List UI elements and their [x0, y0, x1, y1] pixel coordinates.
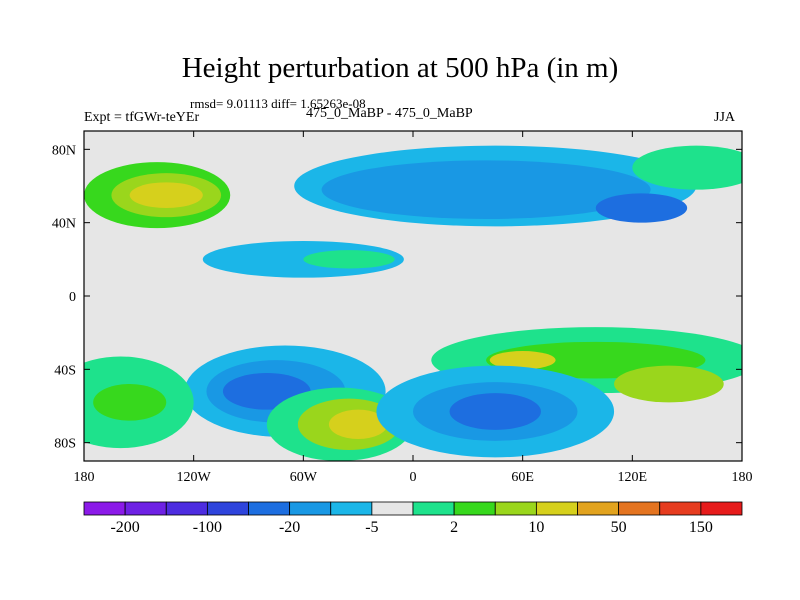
colorbar-label: 10	[528, 519, 544, 536]
season-label: JJA	[714, 110, 736, 125]
y-tick-label: 80N	[52, 143, 76, 158]
y-tick-label: 40N	[52, 217, 76, 232]
x-tick-label: 180	[732, 470, 753, 485]
colorbar-label: 150	[689, 519, 713, 536]
contour-region	[489, 351, 556, 370]
colorbar-swatch	[83, 501, 126, 516]
x-tick-label: 60E	[511, 470, 534, 485]
contour-region	[449, 393, 541, 430]
colorbar-swatch	[577, 501, 620, 516]
contour-region	[328, 409, 388, 440]
case-label: 475_0_MaBP - 475_0_MaBP	[306, 106, 473, 121]
colorbar-label: -100	[193, 519, 222, 536]
colorbar-label: 2	[450, 519, 458, 536]
colorbar-label: -20	[279, 519, 300, 536]
x-tick-label: 60W	[290, 470, 318, 485]
colorbar-swatch	[412, 501, 455, 516]
x-tick-label: 180	[74, 470, 95, 485]
colorbar-swatch	[535, 501, 578, 516]
colorbar-label: 50	[611, 519, 627, 536]
colorbar-swatch	[206, 501, 249, 516]
colorbar-swatch	[700, 501, 743, 516]
y-tick-label: 80S	[54, 437, 76, 452]
colorbar-swatch	[371, 501, 414, 516]
colorbar-swatch	[659, 501, 702, 516]
contour-region	[321, 160, 651, 220]
colorbar-swatch	[248, 501, 291, 516]
contour-region	[129, 182, 203, 209]
contour-region	[632, 145, 742, 190]
colorbar-swatch	[494, 501, 537, 516]
experiment-label: Expt = tfGWr-teYEr	[84, 110, 200, 125]
chart-title: Height perturbation at 500 hPa (in m)	[181, 52, 619, 84]
colorbar-label: -200	[110, 519, 139, 536]
contour-fills	[84, 145, 742, 461]
colorbar-swatch	[165, 501, 208, 516]
colorbar-swatch	[330, 501, 373, 516]
colorbar-label: -5	[365, 519, 378, 536]
contour-region	[93, 384, 167, 421]
y-tick-label: 40S	[54, 363, 76, 378]
colorbar-swatch	[453, 501, 496, 516]
colorbar-swatch	[618, 501, 661, 516]
contour-region	[303, 250, 395, 269]
contour-region	[614, 365, 724, 403]
y-tick-label: 0	[69, 290, 76, 305]
x-tick-label: 0	[410, 470, 417, 485]
contour-region	[595, 193, 688, 223]
colorbar-swatch	[289, 501, 332, 516]
x-tick-label: 120W	[177, 470, 212, 485]
x-tick-label: 120E	[618, 470, 648, 485]
colorbar-swatch	[124, 501, 167, 516]
stats-label: rmsd= 9.01113 diff= 1.65263e-08	[190, 96, 366, 111]
